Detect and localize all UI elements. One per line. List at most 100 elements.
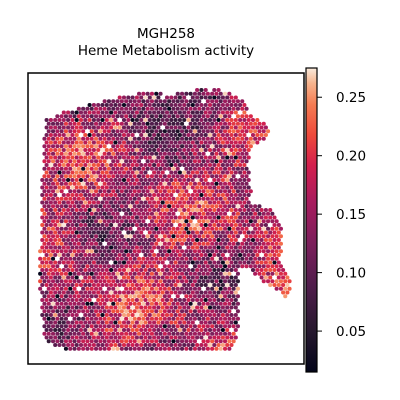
spot <box>231 234 236 239</box>
spot <box>83 290 88 295</box>
spot <box>98 166 103 171</box>
spot <box>229 275 234 280</box>
spot <box>216 290 221 295</box>
spot <box>167 249 172 254</box>
spot <box>246 252 251 258</box>
spot <box>141 189 146 194</box>
spot <box>207 147 213 153</box>
spot <box>55 249 60 254</box>
spot <box>117 110 122 115</box>
spot <box>109 185 114 190</box>
spot <box>68 181 73 186</box>
spot <box>229 185 234 190</box>
spot <box>152 117 157 123</box>
spot <box>66 207 71 213</box>
spot <box>85 196 90 201</box>
spot <box>231 136 236 141</box>
spot <box>57 177 62 183</box>
spot <box>46 226 51 231</box>
spot <box>121 140 127 145</box>
spot <box>46 211 51 216</box>
spot <box>199 282 204 288</box>
spot <box>182 342 187 348</box>
spot <box>152 177 157 183</box>
spot <box>81 121 86 126</box>
spot <box>190 290 195 295</box>
spot <box>145 91 150 96</box>
spot <box>240 166 245 171</box>
spot <box>188 346 193 351</box>
spot <box>195 342 200 348</box>
spot <box>100 245 105 250</box>
spot <box>235 249 240 254</box>
spot <box>244 211 249 216</box>
spot <box>212 102 217 108</box>
spot <box>130 267 135 273</box>
spot <box>207 215 213 220</box>
spot <box>70 335 75 340</box>
spot <box>72 151 77 156</box>
spot <box>76 121 81 126</box>
spot <box>51 159 56 164</box>
spot <box>164 237 170 243</box>
spot <box>229 305 234 310</box>
spot <box>61 297 66 303</box>
spot <box>44 275 49 280</box>
spot <box>109 192 114 198</box>
spot <box>195 125 200 130</box>
spot <box>44 192 49 198</box>
spot <box>57 267 62 273</box>
spot <box>70 252 75 258</box>
spot <box>253 264 258 269</box>
spot <box>48 185 53 190</box>
spot <box>130 290 135 295</box>
colorbar-ticks: 0.050.100.150.200.25 <box>317 90 366 340</box>
spot <box>272 267 277 273</box>
spot <box>156 290 161 295</box>
spot <box>139 95 144 100</box>
spot <box>244 256 249 261</box>
spot <box>225 245 230 250</box>
spot <box>214 166 219 171</box>
spot <box>216 260 221 265</box>
spot <box>128 99 133 104</box>
spot <box>81 151 86 156</box>
spot <box>169 275 174 280</box>
spot <box>96 110 101 115</box>
spot <box>63 331 68 336</box>
spot <box>276 267 281 273</box>
spot <box>85 301 90 306</box>
spot <box>152 252 157 258</box>
spot <box>70 110 75 115</box>
spot <box>169 125 174 130</box>
spot <box>42 204 47 209</box>
spot <box>233 237 238 243</box>
spot <box>160 207 165 213</box>
spot <box>72 166 77 171</box>
spot <box>216 140 221 145</box>
spot <box>100 110 105 115</box>
spot <box>128 106 133 111</box>
spot <box>81 331 86 336</box>
spot <box>83 147 88 153</box>
spot <box>205 204 210 209</box>
spot <box>113 260 118 265</box>
spot <box>98 219 103 224</box>
spot <box>207 297 213 303</box>
spot <box>98 204 103 209</box>
spot <box>113 312 118 318</box>
spot <box>70 230 75 235</box>
spot <box>231 316 236 321</box>
spot <box>51 121 56 126</box>
spot <box>141 219 146 224</box>
spot <box>132 279 137 284</box>
spot <box>184 316 189 321</box>
spot <box>83 237 88 243</box>
spot <box>61 245 66 250</box>
spot <box>257 271 262 276</box>
spot <box>160 335 165 340</box>
spot <box>186 155 191 160</box>
spot <box>109 327 114 333</box>
spot <box>218 271 223 276</box>
spot <box>98 121 103 126</box>
